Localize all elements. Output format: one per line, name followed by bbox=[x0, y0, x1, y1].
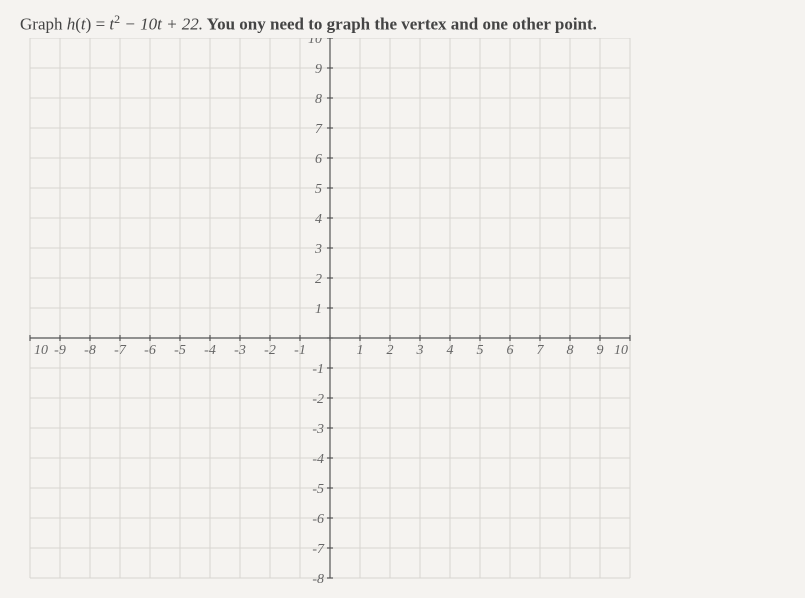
equals: = bbox=[91, 15, 109, 34]
svg-text:10: 10 bbox=[34, 343, 48, 358]
svg-text:8: 8 bbox=[315, 92, 322, 107]
svg-text:9: 9 bbox=[597, 343, 604, 358]
svg-text:10: 10 bbox=[308, 38, 322, 47]
svg-text:7: 7 bbox=[315, 122, 323, 137]
svg-text:-6: -6 bbox=[144, 343, 156, 358]
svg-text:4: 4 bbox=[315, 212, 322, 227]
svg-text:-1: -1 bbox=[312, 362, 324, 377]
svg-text:2: 2 bbox=[387, 343, 394, 358]
svg-text:1: 1 bbox=[315, 302, 322, 317]
svg-text:-3: -3 bbox=[312, 422, 324, 437]
svg-text:10: 10 bbox=[614, 343, 628, 358]
svg-text:8: 8 bbox=[567, 343, 574, 358]
svg-text:2: 2 bbox=[315, 272, 322, 287]
prompt-prefix: Graph bbox=[20, 15, 67, 34]
svg-text:-8: -8 bbox=[84, 343, 96, 358]
svg-text:-2: -2 bbox=[264, 343, 276, 358]
svg-text:3: 3 bbox=[416, 343, 424, 358]
svg-text:6: 6 bbox=[315, 152, 322, 167]
prompt-suffix: You ony need to graph the vertex and one… bbox=[203, 15, 597, 34]
svg-text:-2: -2 bbox=[312, 392, 324, 407]
svg-text:-1: -1 bbox=[294, 343, 306, 358]
svg-text:-7: -7 bbox=[114, 343, 127, 358]
coordinate-grid[interactable]: 12345678910-1-2-3-4-5-6-7-8-9-8-7-6-5-4-… bbox=[20, 38, 780, 568]
svg-text:3: 3 bbox=[314, 242, 322, 257]
svg-text:-7: -7 bbox=[312, 542, 325, 557]
svg-text:-6: -6 bbox=[312, 512, 324, 527]
svg-text:9: 9 bbox=[315, 62, 322, 77]
svg-text:-3: -3 bbox=[234, 343, 246, 358]
svg-text:-8: -8 bbox=[312, 572, 324, 587]
svg-text:5: 5 bbox=[477, 343, 484, 358]
svg-text:-5: -5 bbox=[174, 343, 186, 358]
svg-text:-4: -4 bbox=[204, 343, 216, 358]
svg-text:-9: -9 bbox=[54, 343, 66, 358]
svg-text:7: 7 bbox=[537, 343, 545, 358]
svg-text:-4: -4 bbox=[312, 452, 324, 467]
svg-text:-5: -5 bbox=[312, 482, 324, 497]
svg-text:1: 1 bbox=[357, 343, 364, 358]
svg-text:5: 5 bbox=[315, 182, 322, 197]
question-prompt: Graph h(t) = t2 − 10t + 22. You ony need… bbox=[20, 12, 597, 35]
func-h: h bbox=[67, 15, 76, 34]
svg-text:6: 6 bbox=[507, 343, 514, 358]
poly-rest: − 10t + 22. bbox=[120, 15, 203, 34]
svg-text:4: 4 bbox=[447, 343, 454, 358]
